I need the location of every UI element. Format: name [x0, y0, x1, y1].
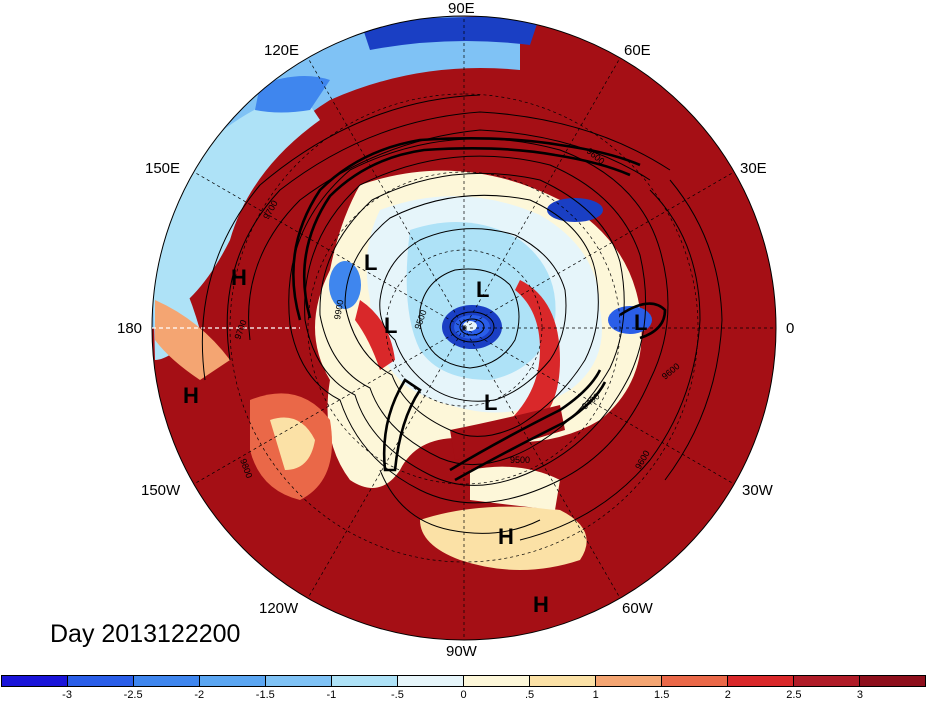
high-marker: H: [498, 524, 514, 549]
lon-label-60w: 60W: [622, 600, 653, 617]
colorbar-tick-label: -2: [194, 689, 205, 701]
high-marker: H: [533, 592, 549, 617]
low-marker: L: [364, 250, 377, 275]
jet-contours: [292, 137, 667, 482]
colorbar-tick-label: -.5: [391, 689, 404, 701]
colorbar-tick-label: -1: [326, 689, 337, 701]
graticule: [193, 16, 776, 640]
lon-label-120w: 120W: [259, 600, 299, 617]
colorbar-tick-label: 1.5: [654, 689, 670, 701]
low-marker: L: [634, 310, 647, 335]
colorbar-swatch: [68, 676, 134, 686]
high-marker: H: [183, 383, 199, 408]
low-marker: L: [484, 390, 497, 415]
lon-label-30e: 30E: [740, 160, 767, 177]
colorbar-tick-label: -2.5: [123, 689, 143, 701]
lon-label-150e: 150E: [145, 160, 181, 177]
colorbar-tick-label: .5: [524, 689, 535, 701]
lon-label-120e: 120E: [264, 42, 300, 59]
colorbar-swatch: [398, 676, 464, 686]
lon-label-30w: 30W: [742, 482, 773, 499]
pressure-markers: H L L L L L H H H: [183, 250, 647, 617]
colorbar-swatch: [662, 676, 728, 686]
contour-label: 9500: [510, 455, 530, 465]
colorbar-swatch: [134, 676, 200, 686]
colorbar-swatch: [728, 676, 794, 686]
lon-label-90e: 90E: [448, 0, 475, 17]
day-title: Day 2013122200: [50, 620, 241, 648]
colorbar-swatch: [200, 676, 266, 686]
contour-label: 9900: [332, 299, 345, 320]
colorbar-tick-label: 1: [592, 689, 599, 701]
lon-label-0: 0: [786, 320, 795, 337]
colorbar: [1, 675, 926, 687]
lon-label-150w: 150W: [141, 482, 181, 499]
lon-label-60e: 60E: [624, 42, 651, 59]
lon-label-90w: 90W: [446, 643, 477, 660]
colorbar-tick-label: 2: [724, 689, 731, 701]
anomaly-field: [152, 16, 776, 640]
low-marker: L: [384, 313, 397, 338]
lon-label-180: 180: [117, 320, 143, 337]
colorbar-swatch: [860, 676, 925, 686]
high-marker: H: [231, 265, 247, 290]
colorbar-swatch: [2, 676, 68, 686]
colorbar-tick-label: 3: [856, 689, 863, 701]
colorbar-swatch: [464, 676, 530, 686]
colorbar-tick-label: -3: [62, 689, 72, 701]
colorbar-swatch: [794, 676, 860, 686]
colorbar-tick-label: 2.5: [786, 689, 802, 701]
colorbar-tick-label: -1.5: [255, 689, 275, 701]
colorbar-tick-label: 0: [460, 689, 467, 701]
colorbar-swatch: [596, 676, 662, 686]
colorbar-swatch: [332, 676, 398, 686]
low-marker: L: [476, 277, 489, 302]
colorbar-swatch: [530, 676, 596, 686]
colorbar-swatch: [266, 676, 332, 686]
